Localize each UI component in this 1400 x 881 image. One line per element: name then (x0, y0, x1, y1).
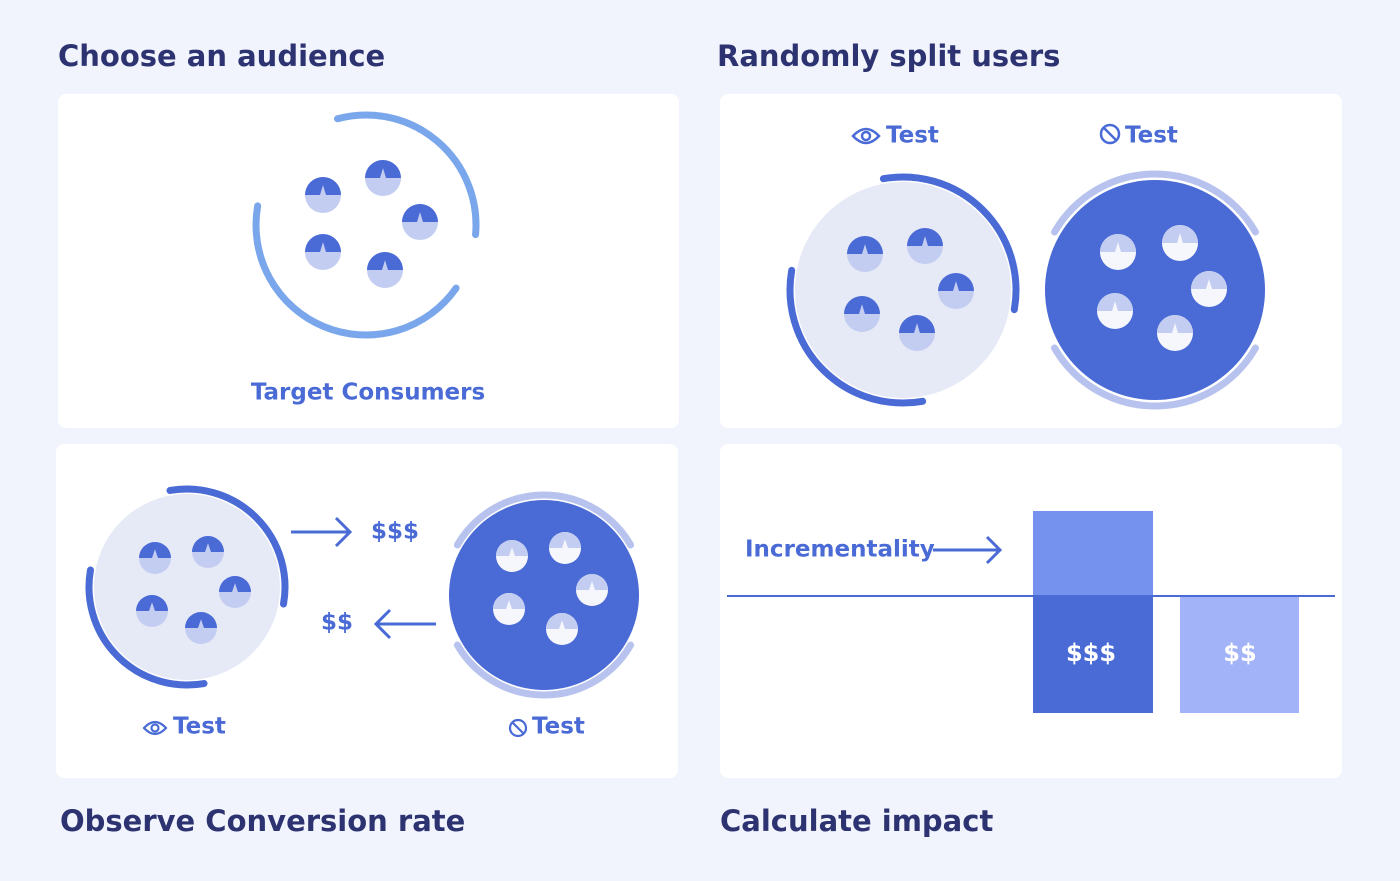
group-label: Test (532, 714, 585, 740)
panel-title: Randomly split users (717, 39, 1060, 73)
person-hair (496, 540, 528, 556)
ring-arc (1051, 344, 1259, 410)
ring-arc (879, 173, 1020, 314)
bar (1033, 511, 1153, 596)
person-hair (192, 536, 224, 552)
arrow (373, 608, 436, 640)
ring-arc (453, 491, 635, 549)
no-icon (1099, 123, 1121, 145)
person-hair (899, 315, 935, 333)
person-hair (367, 252, 403, 270)
arrow (291, 516, 353, 548)
ring-arc (252, 202, 460, 339)
person-hair (938, 273, 974, 291)
person-hair (136, 595, 168, 611)
person-hair (402, 204, 438, 222)
flow-label: $$$ (371, 519, 419, 545)
card (58, 94, 679, 428)
group-label: Test (886, 123, 939, 149)
group-circle (1045, 180, 1265, 400)
person-hair (139, 542, 171, 558)
ring-arc (786, 266, 927, 407)
person-hair (1191, 271, 1227, 289)
group-circle (795, 182, 1011, 398)
bar (1180, 596, 1299, 713)
eye-icon (851, 127, 881, 145)
group-label: Test (1125, 123, 1178, 149)
person-hair (1162, 225, 1198, 243)
group-circle (449, 500, 639, 690)
person-hair (365, 160, 401, 178)
person-hair (1100, 234, 1136, 252)
person-hair (847, 236, 883, 254)
person-hair (305, 177, 341, 195)
person-hair (844, 296, 880, 314)
ring-arc (1051, 170, 1259, 236)
arrow (933, 535, 1003, 565)
panel-title: Observe Conversion rate (60, 804, 465, 838)
panel-title: Calculate impact (720, 804, 993, 838)
bar-label: $$$ (1066, 639, 1116, 667)
ring-arc (85, 566, 208, 689)
bar (1033, 596, 1153, 713)
group-circle (94, 494, 280, 680)
panel-title: Choose an audience (58, 39, 385, 73)
person-hair (1097, 293, 1133, 311)
ring-arc (334, 111, 480, 239)
bar-label: $$ (1223, 639, 1256, 667)
person-hair (493, 593, 525, 609)
person-hair (219, 576, 251, 592)
person-hair (185, 612, 217, 628)
annotation: Incrementality (745, 537, 935, 563)
person-hair (907, 228, 943, 246)
no-icon (508, 718, 528, 738)
person-hair (549, 532, 581, 548)
ring-arc (166, 485, 289, 608)
ring-arc (453, 641, 635, 699)
caption: Target Consumers (251, 380, 485, 406)
person-hair (576, 574, 608, 590)
group-label: Test (173, 714, 226, 740)
person-hair (1157, 315, 1193, 333)
eye-icon (142, 720, 168, 736)
person-hair (546, 613, 578, 629)
person-hair (305, 234, 341, 252)
flow-label: $$ (321, 610, 353, 636)
